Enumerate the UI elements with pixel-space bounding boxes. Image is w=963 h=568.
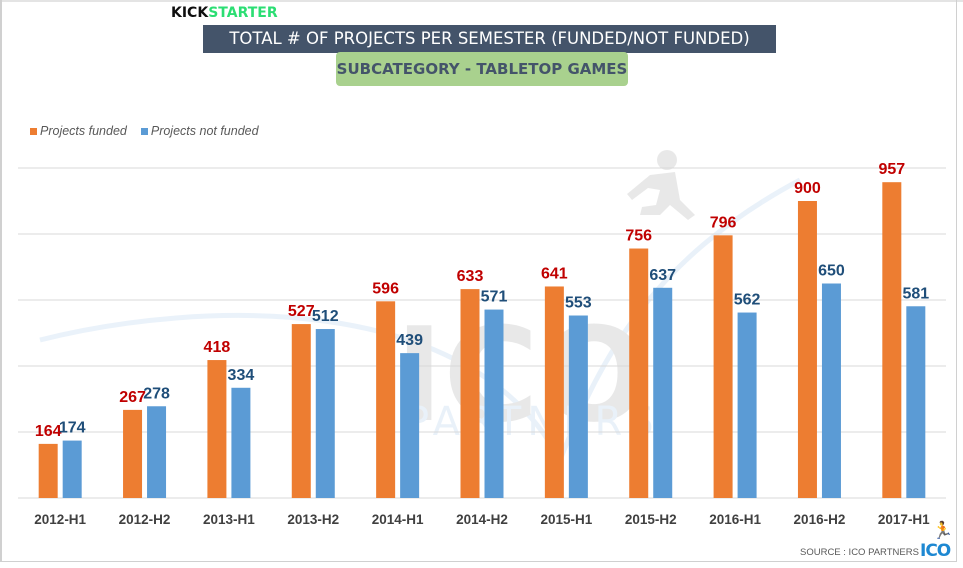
legend: Projects funded Projects not funded (30, 124, 259, 138)
bar-funded-2014-H1 (376, 301, 396, 498)
data-label-not-funded-2014-H2: 571 (481, 289, 508, 306)
data-label-funded-2012-H2: 267 (119, 389, 146, 406)
data-label-not-funded-2016-H2: 650 (818, 263, 845, 280)
data-label-funded-2013-H2: 527 (288, 303, 315, 320)
data-label-funded-2013-H1: 418 (204, 339, 231, 356)
bar-not-funded-2015-H1 (568, 315, 588, 498)
data-label-not-funded-2012-H1: 174 (59, 420, 86, 437)
x-tick-label-2014-H1: 2014-H1 (372, 512, 424, 527)
data-label-funded-2016-H1: 796 (710, 214, 737, 231)
legend-swatch-not-funded (140, 127, 148, 135)
kickstarter-logo: KICKSTARTER (171, 5, 278, 21)
bar-not-funded-2015-H2 (653, 287, 673, 498)
data-label-funded-2014-H1: 596 (372, 280, 399, 297)
x-tick-label-2012-H2: 2012-H2 (119, 512, 171, 527)
data-label-not-funded-2017-H1: 581 (902, 285, 929, 302)
bar-funded-2015-H1 (544, 286, 564, 498)
watermark-swoosh-icon (39, 177, 802, 466)
x-tick-label-2013-H1: 2013-H1 (203, 512, 255, 527)
data-label-not-funded-2016-H1: 562 (734, 292, 761, 309)
data-label-not-funded-2013-H1: 334 (228, 367, 255, 384)
data-label-not-funded-2014-H1: 439 (396, 332, 423, 349)
data-label-not-funded-2012-H2: 278 (143, 385, 170, 402)
data-label-not-funded-2015-H2: 637 (649, 267, 676, 284)
x-tick-label-2014-H2: 2014-H2 (456, 512, 508, 527)
x-tick-label-2013-H2: 2013-H2 (287, 512, 339, 527)
legend-item-not-funded: Projects not funded (140, 124, 259, 138)
bar-funded-2017-H1 (882, 182, 902, 498)
data-label-funded-2015-H2: 756 (625, 228, 652, 245)
bar-funded-2012-H1 (38, 443, 58, 498)
watermark-ico-text: ICO (395, 299, 649, 451)
chart-subtitle: SUBCATEGORY - TABLETOP GAMES (336, 52, 628, 86)
bar-not-funded-2013-H2 (315, 329, 335, 498)
top-border (0, 0, 963, 2)
bar-not-funded-2016-H1 (737, 312, 757, 498)
data-label-funded-2017-H1: 957 (878, 161, 905, 178)
bar-funded-2014-H2 (460, 289, 480, 498)
legend-label-not-funded: Projects not funded (150, 124, 259, 138)
chart-title: TOTAL # OF PROJECTS PER SEMESTER (FUNDED… (203, 25, 776, 53)
bar-not-funded-2014-H2 (484, 309, 504, 498)
x-tick-label-2016-H2: 2016-H2 (794, 512, 846, 527)
source-text: SOURCE : ICO PARTNERS (800, 547, 919, 558)
legend-item-funded: Projects funded (30, 124, 127, 138)
running-man-icon: 🏃 (932, 521, 954, 540)
ico-logo: ICO (920, 541, 951, 561)
data-label-funded-2016-H2: 900 (794, 180, 821, 197)
x-tick-label-2015-H2: 2015-H2 (625, 512, 677, 527)
x-tick-label-2016-H1: 2016-H1 (709, 512, 761, 527)
gridlines (18, 167, 946, 499)
legend-label-funded: Projects funded (40, 124, 127, 138)
legend-swatch-funded (30, 127, 37, 135)
ico-partners-watermark: ICO PARTNERS (39, 150, 802, 466)
bar-funded-2015-H2 (629, 248, 649, 498)
bar-funded-2016-H1 (713, 235, 733, 498)
data-label-not-funded-2013-H2: 512 (312, 308, 339, 325)
data-label-funded-2015-H1: 641 (541, 265, 568, 282)
bar-not-funded-2017-H1 (906, 306, 926, 498)
bar-funded-2013-H1 (207, 360, 227, 498)
data-label-not-funded-2015-H1: 553 (565, 295, 592, 312)
logo-part-starter: STARTER (208, 5, 278, 21)
bar-funded-2016-H2 (797, 201, 817, 498)
logo-part-kick: KICK (171, 5, 209, 21)
x-axis-ticks: 2012-H1 2012-H2 2013-H1 2013-H2 2014-H1 2014-… (34, 512, 930, 527)
watermark-partners-text: PARTNERS (405, 399, 660, 445)
watermark-runner-icon (627, 150, 695, 220)
x-tick-label-2012-H1: 2012-H1 (34, 512, 86, 527)
bar-not-funded-2012-H2 (147, 406, 167, 498)
bar-not-funded-2012-H1 (62, 440, 82, 498)
bar-not-funded-2013-H1 (231, 387, 251, 498)
bar-not-funded-2016-H2 (821, 283, 841, 498)
bar-not-funded-2014-H1 (400, 353, 420, 498)
bar-funded-2013-H2 (291, 324, 311, 498)
bars (38, 182, 926, 498)
data-label-funded-2014-H2: 633 (457, 268, 484, 285)
data-label-funded-2012-H1: 164 (35, 423, 62, 440)
x-tick-label-2017-H1: 2017-H1 (878, 512, 930, 527)
x-tick-label-2015-H1: 2015-H1 (540, 512, 592, 527)
bar-funded-2012-H2 (123, 409, 143, 498)
